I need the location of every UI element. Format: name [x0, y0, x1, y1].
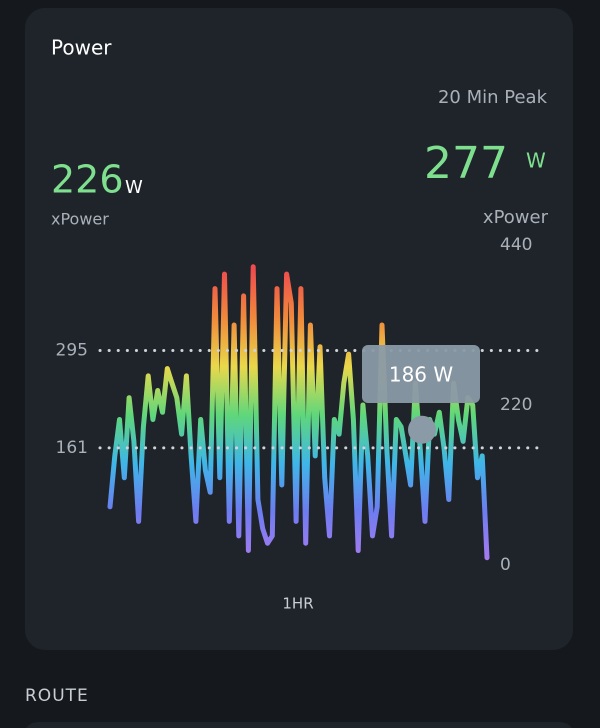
y-tick-label: 440 [500, 235, 532, 255]
peak-unit: W [526, 149, 546, 173]
reference-label: 161 [56, 438, 88, 458]
power-line [107, 264, 490, 561]
peak-label: xPower [483, 207, 549, 228]
reference-label: 295 [56, 340, 88, 360]
current-value: 226 [51, 158, 124, 202]
peak-heading: 20 Min Peak [438, 87, 548, 108]
tooltip-box [362, 345, 480, 403]
y-tick-label: 220 [500, 395, 532, 415]
card-title: Power [51, 36, 112, 60]
route-card [26, 722, 572, 728]
current-unit: W [125, 177, 143, 198]
x-axis-label: 1HR [282, 595, 313, 613]
tooltip-label: 186 W [389, 363, 454, 387]
section-heading: ROUTE [25, 686, 89, 706]
power-chart: 0 220 440 295 161 186 W 1HR [56, 235, 544, 613]
tooltip-point [408, 415, 436, 444]
peak-value: 277 [424, 138, 508, 189]
y-tick-label: 0 [500, 555, 511, 575]
current-label: xPower [51, 210, 109, 229]
